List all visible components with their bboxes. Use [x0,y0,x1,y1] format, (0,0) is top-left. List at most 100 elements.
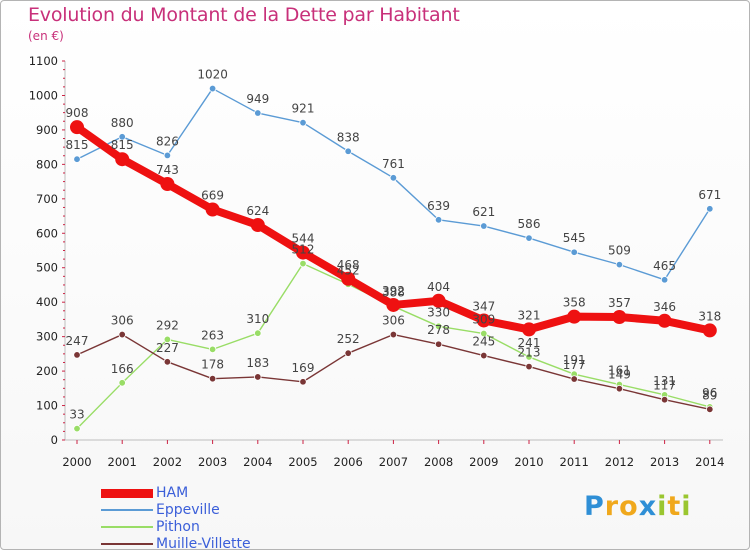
legend-swatch [101,488,153,498]
y-tick-label: 1100 [29,54,58,68]
data-label: 743 [156,163,179,177]
data-point [480,222,488,230]
data-point [431,293,446,308]
x-tick-label: 2002 [153,455,182,469]
data-point [389,330,398,339]
data-point [73,351,81,359]
data-point [250,218,265,233]
data-label: 880 [111,116,134,130]
data-label: 161 [608,364,631,378]
x-tick-label: 2006 [334,455,363,469]
data-label: 621 [472,205,495,219]
data-label: 191 [563,353,586,367]
data-label: 292 [156,318,179,332]
data-label: 815 [111,138,134,152]
data-point [208,345,217,354]
data-label: 826 [156,134,179,148]
data-point [163,151,172,160]
data-label: 183 [246,356,269,370]
data-label: 310 [246,312,269,326]
data-point [160,177,175,192]
x-tick-label: 2011 [560,455,589,469]
data-label: 247 [66,334,89,348]
legend-label: Eppeville [156,502,220,518]
brand-letter: t [667,491,682,522]
x-tick-label: 2009 [469,455,498,469]
data-point [706,405,714,414]
data-label: 347 [472,299,495,313]
legend-label: HAM [156,485,189,501]
data-point [702,323,717,338]
x-tick-label: 2001 [108,455,137,469]
data-label: 815 [66,138,89,152]
y-tick-label: 1000 [29,88,58,102]
data-label: 838 [337,130,360,144]
data-point [341,271,356,286]
data-point [389,174,398,182]
x-tick-label: 2000 [62,455,91,469]
data-label: 309 [472,313,495,327]
brand-letter: P [584,491,605,522]
data-label: 227 [156,341,179,355]
x-tick-label: 2003 [198,455,227,469]
data-label: 512 [292,243,315,257]
brand-letter: i [681,491,692,522]
x-tick-label: 2005 [288,455,317,469]
data-label: 586 [518,217,541,231]
data-point [208,374,217,383]
data-point [525,234,533,242]
data-label: 671 [698,188,721,202]
brand-letter: o [619,491,639,522]
data-label: 149 [608,368,631,382]
y-tick-label: 400 [36,295,58,309]
data-point [299,259,307,268]
data-point [205,202,220,217]
data-label: 509 [608,244,631,258]
data-label: 169 [292,361,315,375]
data-point [525,362,533,371]
data-label: 131 [653,374,676,388]
data-label: 1020 [197,68,228,82]
data-label: 117 [653,379,676,393]
data-point [208,84,217,93]
data-point [163,358,172,366]
data-label: 908 [66,106,89,120]
data-label: 639 [427,199,450,213]
data-label: 318 [698,309,721,323]
data-point [118,133,126,141]
legend-swatch [101,526,153,528]
data-point [570,375,578,383]
data-point [386,297,401,312]
data-point [434,340,443,348]
data-point [254,109,262,117]
x-tick-label: 2013 [650,455,679,469]
data-label: 263 [201,328,224,342]
y-tick-label: 900 [36,123,58,137]
data-point [73,424,81,433]
data-label: 392 [382,284,405,298]
data-point [118,379,126,387]
x-tick-label: 2014 [695,455,724,469]
data-point [344,349,352,357]
y-tick-label: 0 [51,433,58,447]
data-label: 346 [653,300,676,314]
data-point [296,245,310,260]
data-label: 178 [201,358,224,372]
data-point [434,216,443,224]
y-tick-label: 700 [36,192,58,206]
y-tick-label: 200 [36,364,58,378]
data-point [660,395,669,404]
data-point [612,309,627,324]
data-label: 388 [382,285,405,299]
data-point [567,309,582,324]
data-point [299,118,307,127]
data-label: 245 [472,335,495,349]
data-point [70,120,84,135]
data-label: 669 [201,188,224,202]
data-label: 278 [427,323,450,337]
data-label: 306 [111,314,134,328]
data-label: 761 [382,157,405,171]
data-label: 166 [111,362,134,376]
data-label: 358 [563,296,586,310]
